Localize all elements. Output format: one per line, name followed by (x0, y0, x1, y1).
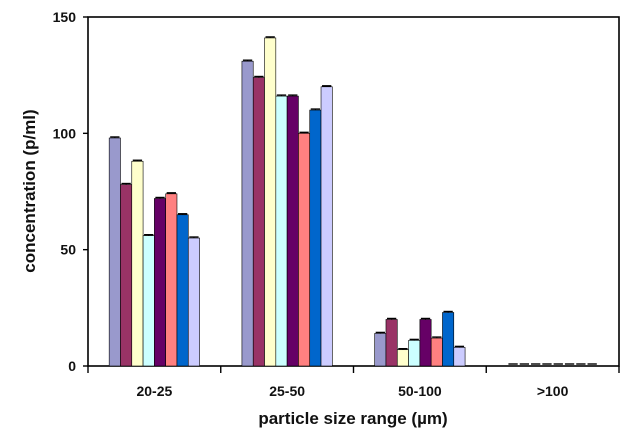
bar-50-100-s5 (419, 319, 432, 367)
bar-25-50-s3 (264, 37, 277, 367)
bar-50-100-s4 (408, 340, 421, 367)
x-tick-label->100: >100 (537, 383, 569, 399)
bar-20-25-s7 (176, 214, 189, 367)
x-axis-title: particle size range (µm) (258, 409, 447, 428)
y-tick-label-50: 50 (60, 242, 76, 258)
y-tick-label-150: 150 (53, 9, 77, 25)
x-tick-label-25-50: 25-50 (269, 383, 305, 399)
bar-20-25-s2 (120, 184, 133, 367)
bar-25-50-s2 (252, 77, 265, 367)
bar-20-25-s8 (187, 237, 200, 367)
bar-20-25-s1 (108, 137, 121, 367)
axes-layer: 0 50 100 150 20-25 25-50 50-100 >100 (53, 9, 620, 399)
bar-50-100-s6 (430, 337, 443, 367)
bar-50-100-s3 (396, 349, 409, 367)
bar-25-50-s5 (286, 95, 299, 367)
x-tick-label-50-100: 50-100 (398, 383, 442, 399)
bar-50-100-s8 (453, 347, 466, 367)
bar-25-50-s1 (241, 60, 254, 367)
bar-20-25-s6 (165, 193, 178, 367)
bar-25-50-s6 (298, 133, 311, 367)
y-tick-label-0: 0 (68, 358, 76, 374)
bar-25-50-s7 (309, 109, 322, 367)
bar-20-25-s4 (142, 235, 155, 367)
bar-20-25-s3 (131, 160, 144, 367)
bar-20-25-s5 (154, 198, 166, 367)
bar-50-100-s1 (374, 333, 387, 367)
bar-25-50-s4 (275, 95, 288, 367)
bar-25-50-s8 (320, 86, 333, 367)
bar-50-100-s2 (385, 319, 398, 367)
bars-layer (108, 36, 597, 367)
x-tick-label-20-25: 20-25 (136, 383, 172, 399)
bar-50-100-s7 (442, 312, 455, 367)
y-tick-label-100: 100 (53, 125, 77, 141)
y-axis-title: concentration (p/ml) (20, 109, 39, 272)
